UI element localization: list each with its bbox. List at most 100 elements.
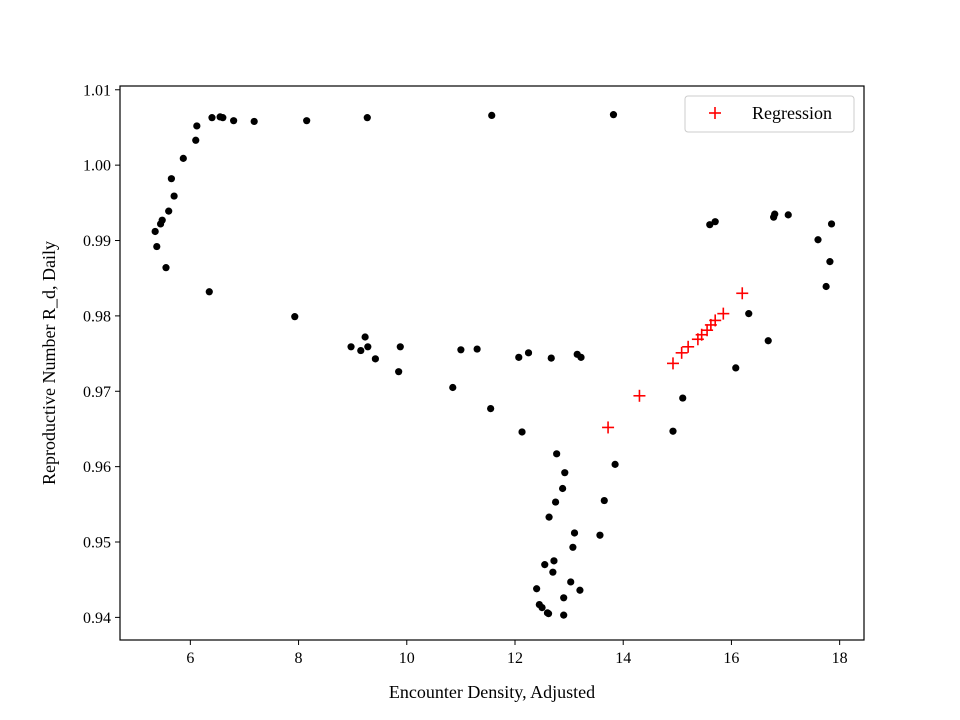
- x-axis-label: Encounter Density, Adjusted: [389, 682, 595, 702]
- data-point: [449, 383, 457, 392]
- data-point: [570, 529, 579, 537]
- y-tick-label: 0.97: [83, 384, 111, 401]
- data-point: [395, 368, 403, 376]
- regression-point: [736, 287, 749, 300]
- data-point: [814, 236, 822, 244]
- data-point: [151, 227, 159, 236]
- legend-label-regression: Regression: [752, 103, 832, 123]
- data-point: [679, 394, 687, 402]
- data-point: [230, 117, 238, 125]
- data-point: [167, 175, 176, 183]
- data-point: [611, 460, 619, 468]
- data-point: [560, 594, 568, 602]
- data-point: [541, 561, 549, 569]
- data-point: [576, 586, 584, 594]
- data-point: [547, 354, 555, 362]
- data-point: [711, 218, 719, 226]
- data-point: [559, 484, 567, 493]
- data-point: [357, 346, 365, 355]
- regression-point: [709, 314, 722, 327]
- data-point: [193, 122, 201, 130]
- y-axis-label: Reproductive Number R_d, Daily: [39, 241, 59, 485]
- data-point: [363, 114, 371, 122]
- data-point: [457, 346, 465, 354]
- data-point: [291, 313, 299, 321]
- data-point: [250, 117, 258, 126]
- data-point: [515, 353, 523, 361]
- data-point: [361, 333, 369, 341]
- data-point: [208, 114, 216, 122]
- regression-point: [682, 340, 695, 353]
- regression-point: [666, 357, 679, 370]
- data-point: [669, 427, 677, 435]
- data-point: [764, 337, 772, 345]
- data-point: [165, 207, 173, 215]
- data-point: [784, 211, 792, 219]
- data-point: [162, 264, 170, 272]
- data-point: [524, 349, 533, 357]
- regression-point: [633, 389, 646, 402]
- data-point: [596, 531, 604, 539]
- data-point: [347, 343, 355, 351]
- data-point: [567, 578, 575, 586]
- data-point: [551, 498, 560, 506]
- x-tick-label: 6: [186, 650, 194, 667]
- data-point: [609, 111, 618, 119]
- data-point: [518, 428, 526, 436]
- legend-box: [684, 95, 855, 133]
- data-point: [488, 111, 496, 119]
- y-tick-label: 0.95: [83, 535, 111, 552]
- data-point: [179, 154, 187, 162]
- data-point: [364, 343, 372, 351]
- data-point: [549, 568, 557, 576]
- data-point: [170, 192, 178, 200]
- data-point: [473, 345, 481, 353]
- data-point: [219, 114, 227, 122]
- regression-point: [602, 421, 615, 434]
- data-point: [560, 611, 568, 619]
- data-point: [545, 513, 553, 521]
- plot-marks: [151, 111, 836, 619]
- data-point: [553, 450, 561, 458]
- data-point: [205, 288, 213, 296]
- legend-marker-regression: [709, 107, 721, 119]
- data-point: [561, 469, 569, 477]
- data-point: [771, 210, 779, 218]
- data-point: [569, 543, 577, 551]
- regression-point: [717, 307, 730, 320]
- x-tick-label: 16: [723, 650, 739, 667]
- x-tick-label: 8: [295, 650, 303, 667]
- y-tick-label: 0.98: [83, 308, 111, 325]
- y-tick-label: 1.00: [83, 158, 111, 175]
- data-point: [538, 603, 546, 612]
- data-point: [371, 355, 379, 363]
- data-point: [153, 242, 161, 251]
- x-tick-label: 12: [507, 650, 523, 667]
- data-point: [544, 610, 553, 618]
- regression-point: [675, 346, 688, 359]
- plot-frame: [119, 85, 865, 641]
- data-point: [600, 496, 608, 505]
- data-point: [827, 220, 836, 228]
- data-point: [396, 343, 404, 351]
- data-point: [487, 405, 495, 413]
- legend: Regression: [684, 95, 855, 133]
- x-tick-label: 10: [399, 650, 415, 667]
- data-point: [533, 585, 541, 593]
- y-tick-label: 0.99: [83, 233, 111, 250]
- data-point: [826, 258, 834, 266]
- data-point: [158, 216, 166, 224]
- data-point: [192, 136, 200, 144]
- data-point: [706, 221, 714, 229]
- x-axis-ticks: 6 8 10 12 14 16 18: [186, 640, 848, 667]
- data-point: [732, 364, 740, 372]
- y-tick-label: 0.96: [83, 459, 111, 476]
- y-tick-label: 0.94: [83, 610, 111, 627]
- data-point: [550, 557, 558, 565]
- x-tick-label: 14: [615, 650, 631, 667]
- data-point: [745, 310, 753, 318]
- data-point: [822, 282, 830, 291]
- y-tick-label: 1.01: [83, 82, 111, 99]
- data-point: [303, 117, 311, 125]
